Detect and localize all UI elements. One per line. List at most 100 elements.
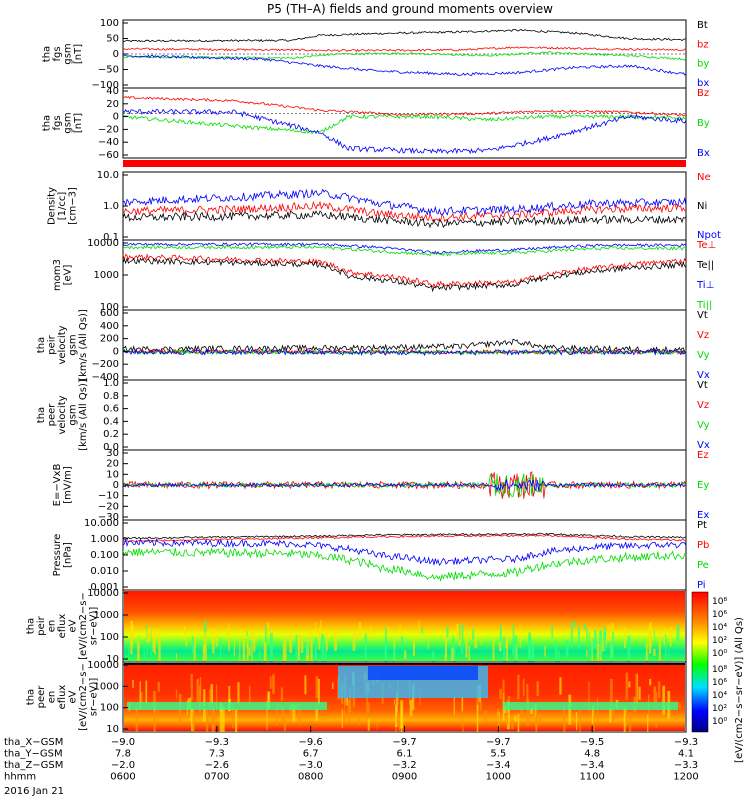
spectrogram-streak (505, 631, 508, 649)
spectrogram-streak (206, 710, 209, 732)
spectrogram-streak (551, 624, 553, 639)
ytick-p9-0: 10000 (87, 588, 119, 599)
spectrogram-streak (289, 702, 293, 719)
spectrogram-streak (128, 641, 130, 662)
spectrogram-streak (676, 624, 680, 641)
ytick-p8-4: 0.001 (90, 582, 119, 593)
ylabel-p10-4: eV (68, 690, 79, 703)
spectrogram-streak (465, 631, 468, 658)
ylabel-p1-3: [nT] (73, 44, 84, 64)
ylabel-p2-0: tha (41, 115, 52, 131)
legend-p1-1: bz (697, 39, 709, 50)
panel-frame (122, 309, 687, 381)
spectrogram-streak (358, 621, 362, 641)
spectrogram-streak (266, 701, 268, 730)
spectrogram-streak (663, 628, 666, 646)
spectrogram-streak (574, 621, 577, 627)
spectrogram-streak (270, 632, 273, 662)
spectrogram-streak (461, 697, 464, 712)
spectrogram-streak (593, 629, 597, 650)
spectrogram-streak (269, 676, 272, 690)
legend-p4-1: Te|| (696, 260, 714, 271)
spectrogram-streak (385, 626, 389, 635)
spectrogram-streak (577, 626, 580, 648)
spectrogram-streak (280, 687, 283, 701)
ytick-p10-3: 10 (106, 724, 119, 735)
ytick-p5-5: −400 (92, 372, 119, 383)
panel-frame (122, 171, 687, 241)
spectrogram-streak (198, 685, 202, 713)
panel-p9: 10000 1000 100 10 tha peir en eflux eV [eV/(cm2−s… (26, 588, 687, 665)
spectrogram-streak (459, 622, 461, 642)
spectrogram-streak (657, 681, 661, 699)
xaxis-row-label-2: tha_Z−GSM (4, 760, 63, 771)
spectrogram-streak (193, 635, 196, 662)
ytick-p1-1: 50 (106, 34, 119, 45)
spectrogram-streak (591, 705, 594, 724)
legend-p7-2: Ex (697, 510, 709, 521)
ytick-p8-3: 0.010 (90, 566, 119, 577)
spectrogram-streak (596, 643, 600, 662)
spectrogram-streak (599, 630, 602, 658)
spectrogram-streak (321, 634, 325, 662)
ylabel-p6-4: [km/s (All Qs)] (78, 379, 89, 451)
spectrogram-streak (586, 649, 588, 657)
spectrogram-streak (629, 712, 632, 732)
spectrogram-streak (649, 679, 652, 686)
spectrogram-streak (431, 651, 435, 662)
colorbar-label: [eV/(cm2−s−sr−eV)] (All Qs) (734, 617, 745, 763)
spectrogram-streak (143, 639, 145, 662)
ylabel-p8-0: Pressure (52, 534, 63, 577)
ylabel-p9-6: sr−eV)] (89, 607, 100, 646)
spectrogram-streak (203, 689, 206, 707)
ytick-p9-2: 100 (100, 632, 119, 643)
spectrogram-streak (233, 638, 235, 657)
panel-frame (122, 239, 687, 311)
spectrogram-streak (517, 674, 520, 700)
ylabel-p9-3: eflux (57, 614, 68, 639)
spectrogram-streak (484, 710, 487, 723)
spectrogram-streak (215, 635, 218, 647)
spectrogram-streak (421, 627, 423, 634)
spectrogram-streak (398, 717, 401, 731)
spectrogram-streak (427, 630, 429, 650)
spectrogram-streak (216, 684, 218, 712)
spectrogram-streak (239, 634, 241, 662)
spectrogram-streak (512, 638, 514, 657)
spectrogram-streak (474, 637, 477, 649)
spectrogram-streak (396, 691, 398, 712)
spectrogram-streak (137, 641, 140, 662)
spectrogram-streak (444, 654, 447, 662)
series-p5-0 (122, 338, 687, 353)
series-p3-2 (122, 188, 687, 216)
spectrogram-streak (298, 639, 301, 652)
colorbar-tick-3: 10² (712, 636, 727, 646)
legend-p1-0: Bt (697, 20, 708, 31)
legend-p6-1: Vz (697, 400, 709, 411)
spectrogram-streak (399, 624, 401, 643)
ytick-p9-1: 1000 (94, 610, 119, 621)
spectrogram-streak (324, 649, 327, 662)
spectrogram-streak (492, 638, 495, 662)
ytick-p6-5: 0.0 (103, 442, 119, 453)
spectrogram-streak (349, 687, 352, 713)
ytick-p6-4: 0.2 (103, 429, 119, 440)
xtick-0-6: −9.3 (674, 737, 698, 748)
spectrogram-streak (211, 637, 213, 643)
spectrogram-streak (310, 632, 313, 662)
xaxis-row-label-0: tha_X−GSM (4, 737, 63, 748)
xtick-1-1: 7.3 (209, 749, 225, 760)
spectrogram-streak (522, 678, 525, 696)
ylabel-p7-0: E=−VxB (52, 464, 63, 507)
spectrogram-edge (124, 663, 685, 665)
colorbar-tick-b-2: 10⁴ (712, 691, 727, 701)
colorbar-tick-b-3: 10² (712, 704, 727, 714)
spectrogram-streak (658, 633, 661, 662)
spectrogram-streak (333, 631, 337, 651)
ylabel-p9-2: en (47, 620, 58, 633)
spectrogram-streak (358, 713, 361, 726)
spectrogram-streak (145, 680, 148, 704)
spectrogram-streak (272, 674, 275, 694)
spectrogram-streak (526, 699, 530, 727)
